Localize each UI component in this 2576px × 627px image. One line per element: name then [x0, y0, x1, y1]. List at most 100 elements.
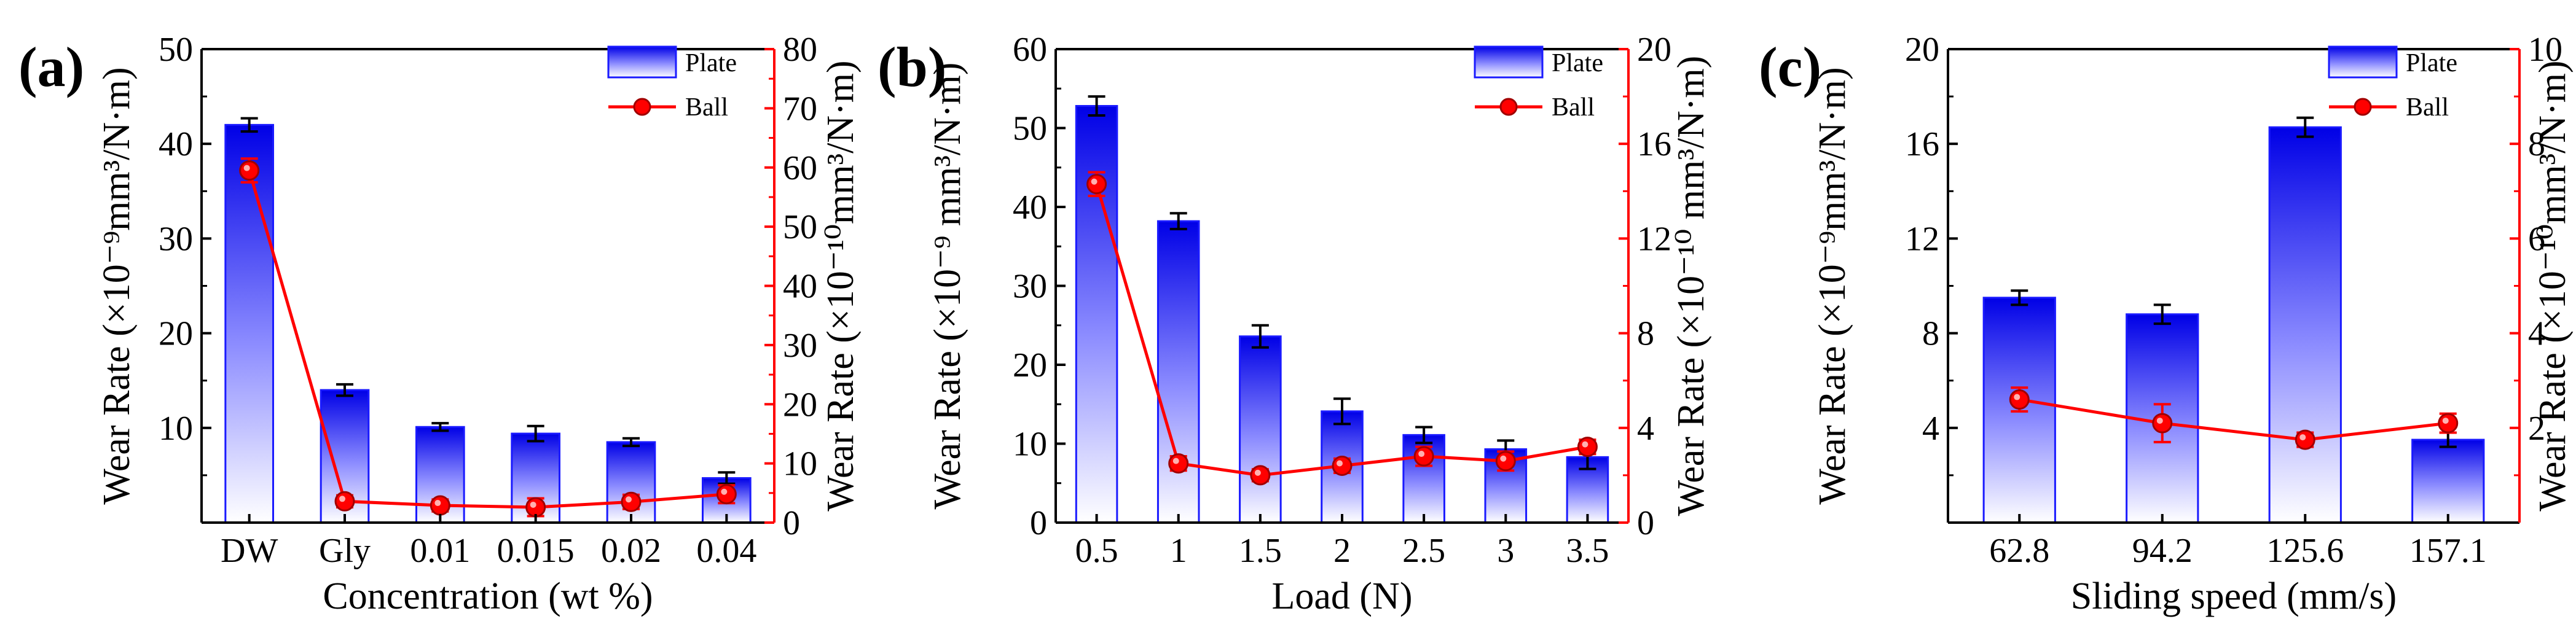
y-tick-label: 0 [1030, 504, 1047, 542]
ball-point-highlight [434, 500, 441, 507]
y2-tick-label: 20 [1637, 31, 1671, 69]
y2-tick-label: 50 [783, 208, 817, 246]
legend-ball-label: Ball [2406, 93, 2449, 122]
y2-tick-label: 8 [1637, 315, 1654, 353]
legend-ball-label: Ball [685, 93, 728, 122]
ball-point [1168, 453, 1189, 474]
legend-plate-swatch [1474, 45, 1544, 79]
y-tick-label: 10 [159, 410, 193, 448]
legend-ball-label: Ball [1552, 93, 1595, 122]
y2-tick-label: 10 [2528, 31, 2562, 69]
panel-label: (c) [1759, 36, 1821, 98]
x-tick-label: 0.015 [497, 532, 575, 570]
ball-series-line [248, 169, 727, 509]
chart-panel-a: (a) 10 20 30 40 50 0 10 20 30 40 50 60 70 80 DW Gly 0.01 0… [18, 31, 862, 617]
legend-plate-swatch [2328, 45, 2398, 79]
ball-point [1250, 465, 1271, 486]
x-tick-label: 94.2 [2132, 532, 2193, 570]
plate-bar [1075, 105, 1118, 524]
x-tick-label: 0.01 [410, 532, 470, 570]
y-axis-title: Wear Rate (×10⁻⁹mm³/N·m) [1812, 67, 1853, 504]
y2-tick-label: 60 [783, 149, 817, 187]
ball-point [2009, 389, 2030, 410]
legend-plate-label: Plate [685, 49, 737, 77]
ball-point-highlight [2156, 418, 2163, 424]
y2-axis-title: Wear Rate (×10⁻¹⁰mm³/N·m) [820, 60, 862, 511]
ball-point-highlight [721, 488, 728, 495]
ball-point [2295, 429, 2315, 450]
ball-point [1495, 451, 1516, 472]
y2-tick-label: 0 [783, 504, 800, 542]
y-tick-label: 40 [1013, 189, 1047, 227]
y2-tick-label: 10 [783, 445, 817, 483]
ball-point-highlight [339, 496, 345, 502]
ball-point-highlight [1172, 458, 1179, 464]
y2-tick-label: 40 [783, 268, 817, 306]
ball-point [1413, 446, 1434, 467]
y-tick-label: 20 [1905, 31, 1939, 69]
x-axis-title: Load (N) [1272, 575, 1413, 617]
panel-label: (b) [878, 36, 946, 98]
plate-bar [1239, 335, 1282, 524]
ball-point-highlight [1091, 178, 1098, 185]
ball-point-highlight [2014, 394, 2020, 400]
x-tick-label: 157.1 [2409, 532, 2487, 570]
y-tick-label: 30 [1013, 268, 1047, 306]
legend-ball-marker [633, 98, 651, 116]
y2-tick-label: 6 [2528, 220, 2545, 258]
ball-point-highlight [1254, 469, 1261, 476]
y-tick-label: 40 [159, 125, 193, 163]
ball-point [239, 160, 260, 181]
x-axis-title: Sliding speed (mm/s) [2071, 575, 2397, 617]
ball-point [525, 497, 546, 518]
ball-point-highlight [1337, 460, 1343, 467]
y2-tick-label: 30 [783, 327, 817, 365]
ball-point-highlight [2442, 418, 2449, 424]
legend-ball-marker [2354, 98, 2372, 116]
y-tick-label: 30 [159, 220, 193, 258]
ball-point-highlight [2299, 434, 2306, 441]
plate-bar [224, 123, 275, 524]
plate-bar [2411, 438, 2485, 524]
ball-point [621, 491, 642, 512]
x-tick-label: 2.5 [1402, 532, 1445, 570]
x-tick-label: 0.02 [601, 532, 661, 570]
legend-plate-swatch [607, 45, 677, 79]
y2-axis-title: Wear Rate (×10⁻¹⁰ mm³/N·m) [1670, 56, 1712, 516]
plate-bar [1156, 220, 1200, 524]
ball-point-highlight [1418, 451, 1425, 458]
y2-tick-label: 2 [2528, 410, 2545, 448]
ball-point-highlight [626, 496, 632, 503]
y-tick-label: 50 [159, 31, 193, 69]
ball-point-highlight [243, 165, 250, 171]
ball-point-highlight [1582, 441, 1588, 448]
ball-point [2438, 413, 2459, 434]
y-tick-label: 8 [1922, 315, 1939, 353]
y2-tick-label: 4 [1637, 410, 1654, 448]
x-tick-label: 0.04 [696, 532, 756, 570]
y-tick-label: 50 [1013, 110, 1047, 148]
x-tick-label: Gly [319, 532, 371, 570]
x-axis-title: Concentration (wt %) [323, 575, 653, 617]
y2-tick-label: 70 [783, 90, 817, 128]
x-tick-label: 3.5 [1566, 532, 1609, 570]
ball-point [716, 484, 737, 505]
y2-tick-label: 20 [783, 386, 817, 424]
chart-panel-b: (b) 0 10 20 30 40 50 60 0 4 8 12 16 20 0.5 1 1.5 2 2.5 3 3.5… [878, 31, 1712, 617]
ball-point-highlight [530, 501, 536, 508]
ball-point [1577, 437, 1598, 458]
y2-tick-label: 8 [2528, 125, 2545, 163]
legend-plate-label: Plate [2406, 49, 2457, 77]
x-tick-label: 0.5 [1075, 532, 1118, 570]
y-tick-label: 16 [1905, 125, 1939, 163]
y2-tick-label: 80 [783, 31, 817, 69]
ball-point-highlight [1500, 455, 1507, 462]
ball-point [430, 495, 450, 516]
y2-axis-title: Wear Rate (×10⁻¹⁰mm³/N·m) [2532, 60, 2574, 511]
y-tick-label: 12 [1905, 220, 1939, 258]
y-tick-label: 20 [1013, 346, 1047, 384]
y2-tick-label: 0 [1637, 504, 1654, 542]
y2-tick-label: 12 [1637, 220, 1671, 258]
